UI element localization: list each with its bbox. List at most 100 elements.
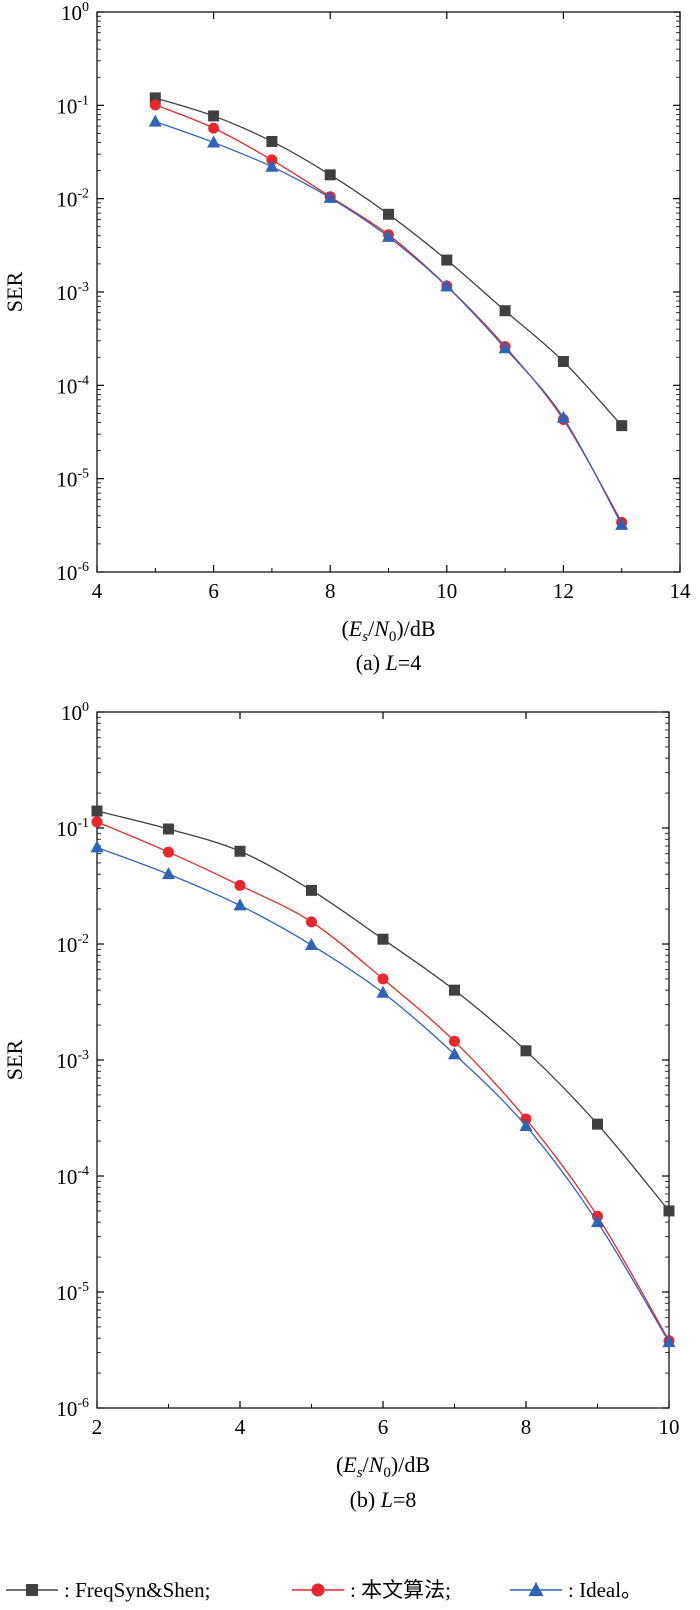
chart-panel-a: 4 6 8 10 12 14 100 10-1 10-2 10-3 10-4 10-5 10-6 SER (… (2, 0, 691, 675)
y-tick-label: 10-5 (56, 1280, 89, 1305)
marker-triangle (615, 517, 629, 530)
series-line (155, 104, 623, 523)
x-tick-label: 8 (325, 579, 336, 603)
marker-circle (306, 916, 317, 928)
marker-triangle (556, 410, 570, 423)
y-tick-label: 10-1 (56, 93, 89, 118)
marker-triangle (448, 1047, 461, 1060)
legend-marker-circle (311, 1583, 325, 1597)
marker-circle (234, 879, 246, 891)
series-circle (149, 99, 628, 528)
x-tick-label: 4 (92, 579, 103, 603)
marker-square (149, 92, 161, 104)
marker-square (383, 208, 394, 220)
marker-triangle (90, 840, 104, 853)
marker-circle (377, 973, 389, 985)
panel-caption: (a) L=4 (356, 650, 422, 675)
panel-caption: (b) L=8 (350, 1487, 417, 1512)
series-circle (91, 816, 675, 1347)
y-tick-label: 10-3 (56, 1048, 89, 1073)
y-axis-label: SER (2, 272, 27, 313)
y-tick-label: 10-4 (56, 373, 89, 398)
y-tick-label: 10-4 (56, 1164, 89, 1189)
x-tick-label: 6 (378, 1415, 389, 1439)
marker-circle (163, 846, 174, 858)
x-tick-label: 12 (553, 579, 574, 603)
legend-label-ours: : 本文算法; (350, 1578, 451, 1602)
marker-square (557, 356, 569, 368)
y-tick-label: 100 (61, 0, 89, 25)
marker-triangle (662, 1335, 676, 1348)
marker-triangle (233, 898, 247, 911)
legend-marker-square (26, 1584, 38, 1596)
series-line (155, 120, 623, 526)
marker-square (324, 169, 336, 181)
marker-square (91, 805, 103, 817)
marker-triangle (162, 867, 175, 880)
marker-square (663, 1205, 675, 1217)
x-axis-label: (Es/N0)/dB (336, 1452, 430, 1481)
marker-square (449, 984, 460, 996)
series-line (96, 846, 670, 1343)
series-line (96, 821, 670, 1342)
marker-triangle (591, 1215, 604, 1228)
marker-square (234, 845, 246, 857)
x-tick-label: 4 (235, 1415, 246, 1439)
marker-triangle (440, 279, 454, 292)
y-tick-label: 10-6 (56, 1396, 89, 1421)
series-line (96, 810, 670, 1212)
marker-triangle (148, 114, 162, 127)
marker-triangle (498, 341, 512, 354)
marker-triangle (265, 159, 279, 172)
legend-item-ours: : 本文算法; (292, 1578, 451, 1602)
y-tick-label: 10-1 (56, 816, 89, 841)
x-tick-label: 2 (92, 1415, 103, 1439)
y-tick-label: 10-3 (56, 280, 89, 305)
marker-square (208, 110, 220, 122)
marker-triangle (376, 985, 390, 998)
marker-square (616, 420, 628, 432)
marker-square (163, 823, 174, 835)
series-square (149, 92, 628, 432)
y-tick-label: 10-6 (56, 560, 89, 585)
x-tick-label: 10 (436, 579, 457, 603)
legend-item-ideal: : Ideal。 (510, 1578, 642, 1602)
marker-triangle (323, 190, 337, 203)
marker-triangle (519, 1118, 533, 1131)
marker-triangle (305, 938, 318, 951)
y-tick-label: 10-5 (56, 467, 89, 492)
plot-frame (96, 711, 670, 1409)
legend-item-freqsyn: : FreqSyn&Shen; (6, 1578, 210, 1602)
series-square (91, 805, 675, 1217)
x-tick-label: 14 (670, 579, 692, 603)
y-tick-label: 10-2 (56, 932, 89, 957)
y-tick-label: 10-2 (56, 187, 89, 212)
plot-frame (96, 11, 681, 573)
marker-square (520, 1045, 532, 1057)
marker-square (592, 1118, 603, 1130)
x-tick-label: 8 (521, 1415, 532, 1439)
x-tick-label: 6 (208, 579, 219, 603)
legend-marker-triangle (528, 1582, 544, 1596)
chart-panel-b: 2 4 6 8 10 100 10-1 10-2 10-3 10-4 10-5 10-6 SER (Es/… (2, 700, 680, 1512)
series-triangle (90, 840, 676, 1348)
marker-circle (91, 816, 103, 828)
marker-circle (449, 1035, 460, 1047)
marker-square (377, 933, 389, 945)
y-tick-label: 100 (61, 700, 89, 725)
marker-triangle (207, 135, 221, 148)
legend-label-freqsyn: : FreqSyn&Shen; (64, 1578, 210, 1602)
marker-circle (149, 99, 161, 111)
series-triangle (148, 114, 629, 530)
marker-square (306, 884, 317, 896)
y-axis-label: SER (2, 1040, 27, 1081)
legend: : FreqSyn&Shen; : 本文算法; : Ideal。 (6, 1578, 642, 1602)
marker-square (441, 254, 453, 266)
marker-square (499, 305, 511, 317)
x-tick-label: 10 (659, 1415, 680, 1439)
legend-label-ideal: : Ideal。 (568, 1578, 642, 1602)
marker-triangle (382, 229, 395, 242)
marker-square (266, 135, 278, 147)
marker-circle (208, 122, 220, 134)
